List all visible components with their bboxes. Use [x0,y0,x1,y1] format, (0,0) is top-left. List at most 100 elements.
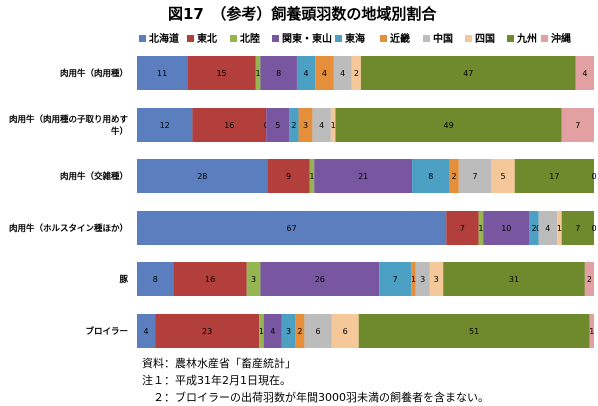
data-label: 49 [443,121,453,130]
legend-label: 近畿 [390,32,410,45]
data-label: 1 [259,327,264,336]
bar-segment [411,262,416,296]
data-label: 15 [216,69,226,78]
data-label: 1 [256,69,261,78]
bar-segment [589,314,594,348]
note-1: 注１：平成31年2月1日現在。 [142,373,291,387]
data-label: 1 [411,275,416,284]
category-label: ブロイラー [85,326,128,337]
legend-swatch [230,35,237,42]
legend-label: 九州 [516,32,537,45]
bar-segment [260,56,297,90]
bar-segment [514,159,594,193]
bar-segment [429,262,444,296]
data-label: 26 [315,275,325,284]
data-label: 9 [286,172,291,181]
bar-segment [137,56,188,90]
legend-label: 四国 [475,33,495,45]
bar-segment [298,108,313,142]
data-label: 1 [331,121,336,130]
data-label: 4 [582,69,587,78]
data-label: 6 [315,327,320,336]
data-label: 10 [501,224,511,233]
bar-segment [335,108,562,142]
data-label: 51 [469,327,479,336]
data-label: 7 [393,275,398,284]
data-label: 4 [545,224,550,233]
data-label: 5 [501,172,506,181]
bar-segment [478,211,484,245]
data-label: 4 [270,327,275,336]
bar-segment [333,56,352,90]
data-label: 5 [275,121,280,130]
bar-segment [561,211,594,245]
note-source: 資料：農林水産省「畜産統計」 [142,356,296,370]
bar-segment [314,159,413,193]
data-label: 2 [291,121,296,130]
bar-segment [281,314,296,348]
data-label: 1 [478,224,483,233]
bar-segment [309,159,315,193]
data-label: 2 [452,172,457,181]
data-label: 11 [157,69,167,78]
data-label: 7 [575,224,580,233]
legend-swatch [187,35,194,42]
legend-swatch [465,35,472,42]
bar-segment [155,314,260,348]
data-label: 1 [557,224,562,233]
bar-segment [575,56,594,90]
data-label: 4 [144,327,149,336]
data-label: 3 [286,327,291,336]
data-label: 4 [304,69,309,78]
category-label: 肉用牛（肉用種） [60,68,128,79]
bar-segment [483,211,530,245]
data-label: 23 [202,327,212,336]
bar-segment [266,108,290,142]
bar-segment [449,159,459,193]
data-label: 4 [319,121,324,130]
data-label: 28 [197,172,207,181]
data-label: 16 [205,275,215,284]
bar-segment [137,108,193,142]
legend-label: 東北 [197,32,217,45]
category-label: 肉用牛（ホルスタイン種ほか） [9,223,128,234]
data-label: 0 [591,172,596,181]
bar-segment [137,159,268,193]
bar-segment [360,56,576,90]
data-label: 2 [354,69,359,78]
bar-segment [259,314,264,348]
legend: 北海道 東北 北陸 関東・東山 東海 近畿 中国 四国 九州 沖縄 [139,32,571,45]
legend-label: 沖縄 [551,32,571,45]
bar-segment [331,314,359,348]
data-label: 7 [460,224,465,233]
data-label: 8 [428,172,433,181]
data-label: 3 [420,275,425,284]
data-label: 12 [160,121,170,130]
legend-swatch [335,35,342,42]
bar-segment [561,108,594,142]
bar-segment [351,56,361,90]
legend-swatch [272,35,279,42]
data-label: 7 [575,121,580,130]
data-label: 4 [322,69,327,78]
data-label: 2 [297,327,302,336]
bar-segment [446,211,479,245]
bar-segment [137,314,156,348]
legend-swatch [139,35,146,42]
bar-segment [173,262,247,296]
data-label: 3 [251,275,256,284]
bar-segment [443,262,585,296]
data-label: 16 [224,121,234,130]
data-label: 17 [549,172,559,181]
legend-label: 中国 [433,32,453,45]
bar-segment [137,262,174,296]
bar-segment [538,211,558,245]
data-label: 3 [434,275,439,284]
bar-segment [557,211,562,245]
bar-segment [267,159,310,193]
note-2: ２：ブロイラーの出荷羽数が年間3000羽未満の飼養者を含まない。 [142,390,489,404]
bar-segment [315,56,334,90]
bar-segment [412,159,450,193]
bar-segment [304,314,332,348]
